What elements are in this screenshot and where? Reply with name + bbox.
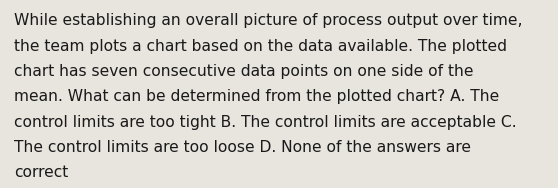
Text: The control limits are too loose D. None of the answers are: The control limits are too loose D. None… [14,140,471,155]
Text: mean. What can be determined from the plotted chart? A. The: mean. What can be determined from the pl… [14,89,499,104]
Text: correct: correct [14,165,68,180]
Text: chart has seven consecutive data points on one side of the: chart has seven consecutive data points … [14,64,473,79]
Text: While establishing an overall picture of process output over time,: While establishing an overall picture of… [14,13,522,28]
Text: the team plots a chart based on the data available. The plotted: the team plots a chart based on the data… [14,39,507,54]
Text: control limits are too tight B. The control limits are acceptable C.: control limits are too tight B. The cont… [14,115,517,130]
